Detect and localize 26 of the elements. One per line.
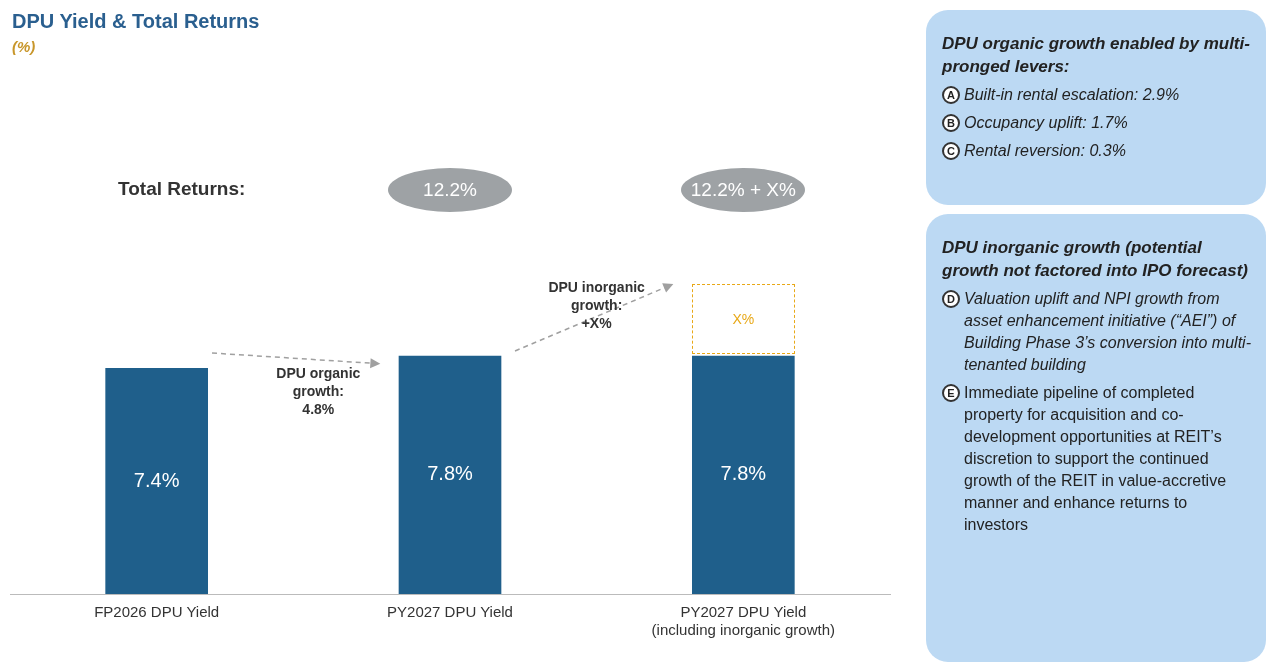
text: DPU organic growth enabled by multi-pronged levers:	[942, 33, 1251, 78]
text: A	[942, 86, 960, 104]
x-tick-label: FP2026 DPU Yield	[94, 603, 220, 621]
data-label: 7.8%	[427, 462, 474, 485]
chart-subtitle: (%)	[12, 38, 36, 55]
x-tick-label: PY2027 DPU Yield	[387, 603, 513, 621]
oval-badge: 12.2% + X%	[681, 168, 806, 212]
text: E	[942, 384, 960, 402]
text: D	[942, 290, 960, 308]
text: Valuation uplift and NPI growth from asset enhancement initiative (“AEI”) of Building Phase 3’s conversion into multi-tenanted building	[964, 289, 1252, 375]
text: B	[942, 114, 960, 132]
text: C	[942, 142, 960, 160]
text: Rental reversion: 0.3%	[964, 141, 1126, 161]
text: Built-in rental escalation: 2.9%	[964, 85, 1180, 105]
text: Immediate pipeline of completed property for acquisition and co-development opportunities at REIT’s discretion to support the continued growth of the REIT in value-accretive manner and enhance returns to investors	[964, 383, 1228, 535]
text: Total Returns:	[118, 178, 246, 200]
data-label: 7.4%	[133, 468, 180, 491]
text: Occupancy uplift: 1.7%	[964, 113, 1128, 133]
text: DPU inorganic growth (potential growth not factored into IPO forecast)	[942, 237, 1249, 282]
text: DPU inorganic growth: +X%	[547, 277, 646, 332]
dashed-box: X%	[692, 283, 795, 354]
chart-title: DPU Yield & Total Returns	[12, 10, 260, 33]
oval-badge: 12.2%	[388, 168, 512, 212]
annotation: DPU organic growth: 4.8%	[275, 363, 362, 418]
x-tick-label: PY2027 DPU Yield (including inorganic growth)	[651, 603, 836, 639]
data-label: 7.8%	[720, 462, 767, 485]
